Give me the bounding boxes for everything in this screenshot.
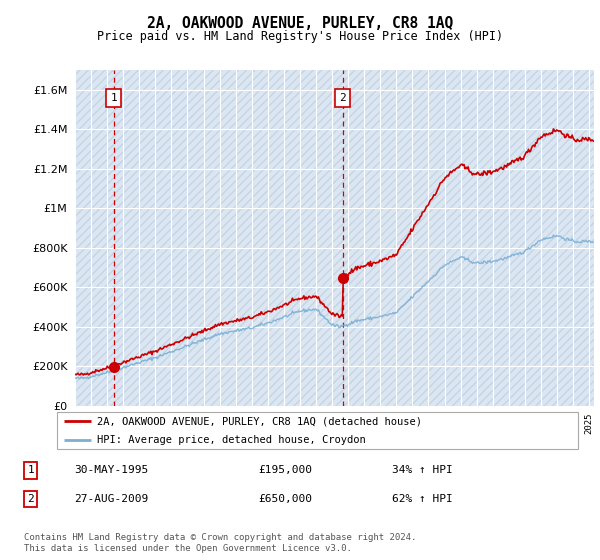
FancyBboxPatch shape: [56, 412, 578, 449]
Text: £650,000: £650,000: [259, 494, 313, 504]
Text: 62% ↑ HPI: 62% ↑ HPI: [392, 494, 453, 504]
Text: £195,000: £195,000: [259, 465, 313, 475]
Text: Price paid vs. HM Land Registry's House Price Index (HPI): Price paid vs. HM Land Registry's House …: [97, 30, 503, 44]
Text: 27-AUG-2009: 27-AUG-2009: [74, 494, 148, 504]
Text: 2A, OAKWOOD AVENUE, PURLEY, CR8 1AQ: 2A, OAKWOOD AVENUE, PURLEY, CR8 1AQ: [147, 16, 453, 31]
Text: 2: 2: [339, 92, 346, 102]
Text: HPI: Average price, detached house, Croydon: HPI: Average price, detached house, Croy…: [97, 435, 366, 445]
Text: 34% ↑ HPI: 34% ↑ HPI: [392, 465, 453, 475]
Text: 1: 1: [28, 465, 34, 475]
Text: Contains HM Land Registry data © Crown copyright and database right 2024.
This d: Contains HM Land Registry data © Crown c…: [24, 533, 416, 553]
Text: 2: 2: [28, 494, 34, 504]
Text: 30-MAY-1995: 30-MAY-1995: [74, 465, 148, 475]
Text: 2A, OAKWOOD AVENUE, PURLEY, CR8 1AQ (detached house): 2A, OAKWOOD AVENUE, PURLEY, CR8 1AQ (det…: [97, 417, 422, 426]
Text: 1: 1: [110, 92, 117, 102]
